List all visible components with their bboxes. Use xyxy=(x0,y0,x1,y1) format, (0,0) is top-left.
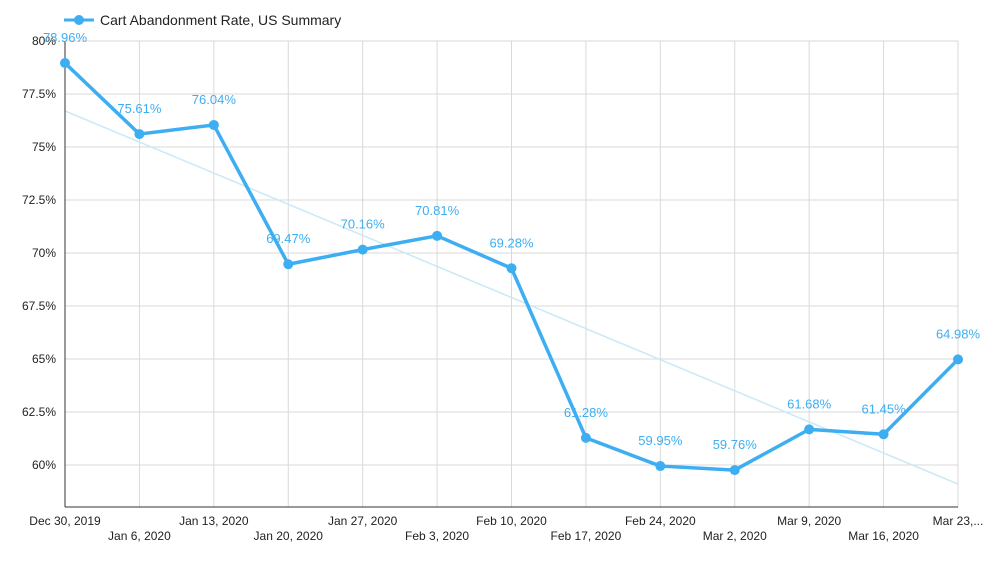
data-label: 69.28% xyxy=(489,235,534,250)
y-tick-label: 77.5% xyxy=(22,87,56,101)
x-tick-label: Jan 27, 2020 xyxy=(328,514,398,528)
data-label: 64.98% xyxy=(936,326,981,341)
legend-label: Cart Abandonment Rate, US Summary xyxy=(100,12,341,28)
x-tick-label: Feb 3, 2020 xyxy=(405,529,469,543)
data-point[interactable] xyxy=(432,230,443,241)
x-tick-label: Jan 6, 2020 xyxy=(108,529,171,543)
trendline xyxy=(64,110,959,485)
data-label: 61.45% xyxy=(862,401,907,416)
y-tick-label: 60% xyxy=(32,458,56,472)
data-point[interactable] xyxy=(283,259,294,270)
data-point[interactable] xyxy=(878,429,889,440)
data-point[interactable] xyxy=(208,119,219,130)
data-label: 69.47% xyxy=(266,231,311,246)
x-tick-label: Feb 24, 2020 xyxy=(625,514,696,528)
data-point[interactable] xyxy=(357,244,368,255)
x-tick-label: Jan 13, 2020 xyxy=(179,514,249,528)
trendline-line xyxy=(64,110,959,485)
data-point[interactable] xyxy=(60,58,70,69)
x-tick-label: Jan 20, 2020 xyxy=(254,529,324,543)
data-label: 78.96% xyxy=(43,30,88,45)
y-tick-label: 65% xyxy=(32,352,56,366)
data-point[interactable] xyxy=(580,432,591,443)
axes xyxy=(64,41,958,508)
data-labels: 78.96% 75.61% 76.04% 69.47% 70.16% 70.81% 69.2… xyxy=(43,30,981,452)
data-point[interactable] xyxy=(134,129,145,140)
x-tick-label: Feb 10, 2020 xyxy=(476,514,547,528)
data-label: 75.61% xyxy=(117,101,162,116)
data-point[interactable] xyxy=(655,461,666,472)
data-label: 70.16% xyxy=(341,217,386,232)
y-axis-ticks: 80% 77.5% 75% 72.5% 70% 67.5% 65% 62.5% 60% xyxy=(22,34,56,472)
data-point[interactable] xyxy=(804,424,815,435)
data-label: 59.76% xyxy=(713,437,758,452)
x-axis-ticks: Dec 30, 2019 Jan 6, 2020 Jan 13, 2020 Jan 2… xyxy=(29,514,983,543)
data-point[interactable] xyxy=(953,354,963,365)
y-tick-label: 75% xyxy=(32,140,56,154)
x-tick-label: Mar 23,... xyxy=(933,514,984,528)
x-tick-label: Mar 16, 2020 xyxy=(848,529,919,543)
legend[interactable]: Cart Abandonment Rate, US Summary xyxy=(64,12,341,28)
data-label: 59.95% xyxy=(638,433,683,448)
data-label: 70.81% xyxy=(415,203,460,218)
x-tick-label: Mar 2, 2020 xyxy=(703,529,767,543)
data-label: 61.28% xyxy=(564,405,609,420)
y-tick-label: 62.5% xyxy=(22,405,56,419)
x-tick-label: Dec 30, 2019 xyxy=(29,514,101,528)
legend-dot-swatch xyxy=(74,15,84,25)
y-tick-label: 72.5% xyxy=(22,193,56,207)
y-tick-label: 67.5% xyxy=(22,299,56,313)
gridlines xyxy=(64,40,959,507)
data-label: 76.04% xyxy=(192,92,237,107)
x-tick-label: Feb 17, 2020 xyxy=(551,529,622,543)
data-point[interactable] xyxy=(506,263,517,274)
data-point[interactable] xyxy=(729,465,740,476)
y-tick-label: 80% xyxy=(32,34,56,48)
data-label: 61.68% xyxy=(787,396,832,411)
series xyxy=(60,58,963,476)
x-tick-label: Mar 9, 2020 xyxy=(777,514,841,528)
y-tick-label: 70% xyxy=(32,246,56,260)
